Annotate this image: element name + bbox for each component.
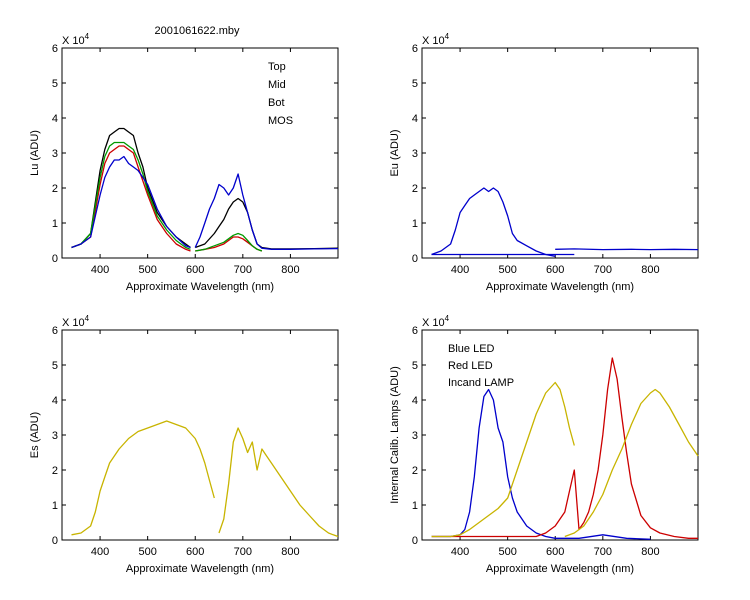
y-exponent-power: 4: [445, 32, 450, 41]
y-tick-label: 4: [52, 113, 58, 125]
panel-es: 0 1 2 3 4 5 6 400 500 600 700 800 X 104 Approximate W…: [29, 314, 339, 575]
y-tick-label: 4: [52, 395, 58, 407]
y-exponent-power: 4: [85, 314, 90, 323]
y-exponent-label: X 104: [62, 314, 90, 329]
x-tick-label: 400: [91, 546, 109, 558]
y-axis-label: Internal Calib. Lamps (ADU): [389, 366, 401, 504]
y-tick-label: 0: [52, 535, 58, 547]
y-tick-label: 0: [412, 535, 418, 547]
y-exponent-power: 4: [445, 314, 450, 323]
y-exponent-label: X 104: [422, 314, 450, 329]
legend-entry: Mid: [268, 79, 286, 91]
y-tick-label: 3: [412, 430, 418, 442]
x-tick-label: 700: [594, 264, 612, 276]
x-tick-label: 700: [234, 264, 252, 276]
x-tick-label: 700: [594, 546, 612, 558]
plot-frame: [421, 47, 699, 259]
series-line: [431, 388, 651, 540]
y-tick-label: 5: [52, 360, 58, 372]
x-axis-label: Approximate Wavelength (nm): [486, 281, 634, 293]
panel-lu: 0 1 2 3 4 5 6 400 500 600 700 800 X 104 Approximate W…: [29, 32, 339, 293]
x-tick-label: 700: [234, 546, 252, 558]
series-line: [195, 232, 263, 252]
series-line: [555, 248, 699, 251]
x-tick-label: 400: [451, 546, 469, 558]
series-line: [431, 357, 698, 539]
y-tick-label: 1: [412, 218, 418, 230]
y-tick-label: 6: [412, 325, 418, 337]
y-tick-label: 6: [52, 43, 58, 55]
legend-entry: Red LED: [448, 360, 493, 372]
panel-eu: 0 1 2 3 4 5 6 400 500 600 700 800 X 104 Approximate W…: [389, 32, 699, 293]
y-tick-label: 5: [52, 78, 58, 90]
x-axis-label: Approximate Wavelength (nm): [126, 281, 274, 293]
legend-entry: Incand LAMP: [448, 377, 514, 389]
y-tick-label: 6: [52, 325, 58, 337]
x-tick-label: 500: [138, 264, 156, 276]
x-tick-label: 600: [546, 264, 564, 276]
x-tick-label: 800: [641, 546, 659, 558]
y-tick-label: 6: [412, 43, 418, 55]
y-tick-label: 0: [412, 253, 418, 265]
legend-entry: Blue LED: [448, 343, 495, 355]
series-line: [71, 127, 191, 249]
x-tick-label: 400: [451, 264, 469, 276]
plot-frame: [61, 329, 339, 541]
figure-title: 2001061622.mby: [154, 25, 240, 37]
series-line: [431, 187, 556, 257]
y-tick-label: 2: [412, 465, 418, 477]
x-tick-label: 800: [281, 546, 299, 558]
x-axis-label: Approximate Wavelength (nm): [486, 563, 634, 575]
series-line: [194, 197, 339, 250]
series-line: [194, 173, 339, 250]
series-line: [218, 427, 339, 538]
series-line: [71, 155, 191, 249]
y-tick-label: 3: [52, 430, 58, 442]
legend-entry: Top: [268, 61, 286, 73]
y-tick-label: 2: [412, 183, 418, 195]
x-tick-label: 500: [498, 546, 516, 558]
y-tick-label: 3: [52, 148, 58, 160]
x-tick-label: 400: [91, 264, 109, 276]
y-exponent-power: 4: [85, 32, 90, 41]
x-tick-label: 600: [186, 546, 204, 558]
y-exponent-label: X 104: [62, 32, 90, 47]
y-tick-label: 5: [412, 78, 418, 90]
legend-entry: MOS: [268, 115, 293, 127]
legend-entry: Bot: [268, 97, 285, 109]
series-line: [71, 145, 191, 252]
y-tick-label: 1: [412, 500, 418, 512]
y-axis-label: Eu (ADU): [389, 129, 401, 176]
series-line: [564, 388, 699, 538]
x-tick-label: 800: [281, 264, 299, 276]
series-line: [71, 141, 191, 250]
y-tick-label: 0: [52, 253, 58, 265]
y-tick-label: 5: [412, 360, 418, 372]
x-tick-label: 500: [498, 264, 516, 276]
panel-calib-lamps: 0 1 2 3 4 5 6 400 500 600 700 800 X 104 Approximate W…: [389, 314, 699, 575]
y-exponent-label: X 104: [422, 32, 450, 47]
y-axis-label: Lu (ADU): [29, 130, 41, 176]
series-line: [431, 381, 575, 538]
x-tick-label: 800: [641, 264, 659, 276]
y-tick-label: 2: [52, 465, 58, 477]
series-line: [71, 420, 215, 536]
x-tick-label: 600: [186, 264, 204, 276]
y-tick-label: 4: [412, 113, 418, 125]
x-axis-label: Approximate Wavelength (nm): [126, 563, 274, 575]
y-tick-label: 4: [412, 395, 418, 407]
y-tick-label: 1: [52, 500, 58, 512]
x-tick-label: 600: [546, 546, 564, 558]
x-tick-label: 500: [138, 546, 156, 558]
y-tick-label: 2: [52, 183, 58, 195]
y-tick-label: 1: [52, 218, 58, 230]
y-axis-label: Es (ADU): [29, 412, 41, 458]
y-tick-label: 3: [412, 148, 418, 160]
